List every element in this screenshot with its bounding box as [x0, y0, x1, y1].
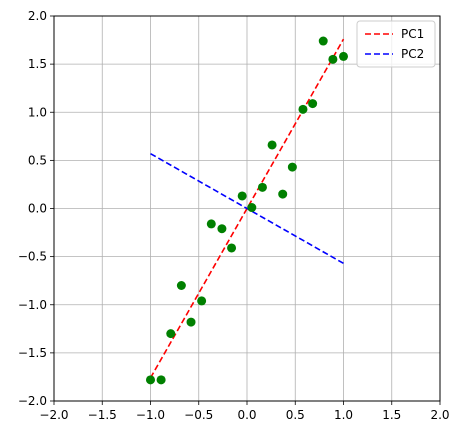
data-point — [278, 189, 288, 199]
y-tick-label: −1.5 — [18, 346, 47, 360]
y-tick-label: −1.0 — [18, 298, 47, 312]
principal-component-lines — [149, 38, 345, 379]
y-tick-label: 1.5 — [28, 57, 47, 71]
y-tick-label: 2.0 — [28, 9, 47, 23]
data-point — [197, 296, 207, 306]
series-line-pc2 — [150, 152, 344, 265]
data-point — [257, 182, 267, 192]
legend-label-pc2: PC2 — [401, 47, 424, 61]
data-point — [298, 104, 308, 114]
data-point — [186, 317, 196, 327]
legend-box — [356, 20, 436, 68]
data-point — [308, 99, 318, 109]
data-point — [287, 162, 297, 172]
x-tick-label: −2.0 — [39, 408, 68, 422]
data-point — [318, 36, 328, 46]
x-tick-label: 1.5 — [382, 408, 401, 422]
x-tick-label: −1.0 — [136, 408, 165, 422]
data-point — [176, 281, 186, 290]
x-tick-label: 0.0 — [237, 408, 256, 422]
y-tick-label: −0.5 — [18, 250, 47, 264]
x-tick-label: −1.5 — [88, 408, 117, 422]
data-point — [166, 329, 176, 339]
x-tick-label: 1.0 — [334, 408, 353, 422]
y-tick-label: 0.5 — [28, 153, 47, 167]
data-point — [267, 140, 277, 150]
legend-label-pc1: PC1 — [401, 27, 424, 41]
data-point — [237, 191, 247, 201]
data-point — [156, 375, 166, 385]
data-point — [217, 224, 227, 234]
data-points — [146, 36, 348, 385]
data-point — [227, 243, 237, 253]
y-tick-label: 0.0 — [28, 202, 47, 216]
data-point — [146, 375, 155, 385]
data-point — [247, 203, 257, 213]
data-point — [206, 219, 216, 229]
data-point — [328, 54, 338, 64]
axis-ticks: −2.0 −1.5 −1.0 −0.5 0.0 0.5 1.0 1.5 2.0 −2.0 −1.5 −… — [18, 9, 450, 422]
y-tick-label: −2.0 — [18, 394, 47, 408]
x-tick-label: −0.5 — [184, 408, 213, 422]
y-tick-label: 1.0 — [28, 105, 47, 119]
x-tick-label: 2.0 — [430, 408, 449, 422]
x-tick-label: 0.5 — [286, 408, 305, 422]
data-point — [339, 51, 348, 61]
